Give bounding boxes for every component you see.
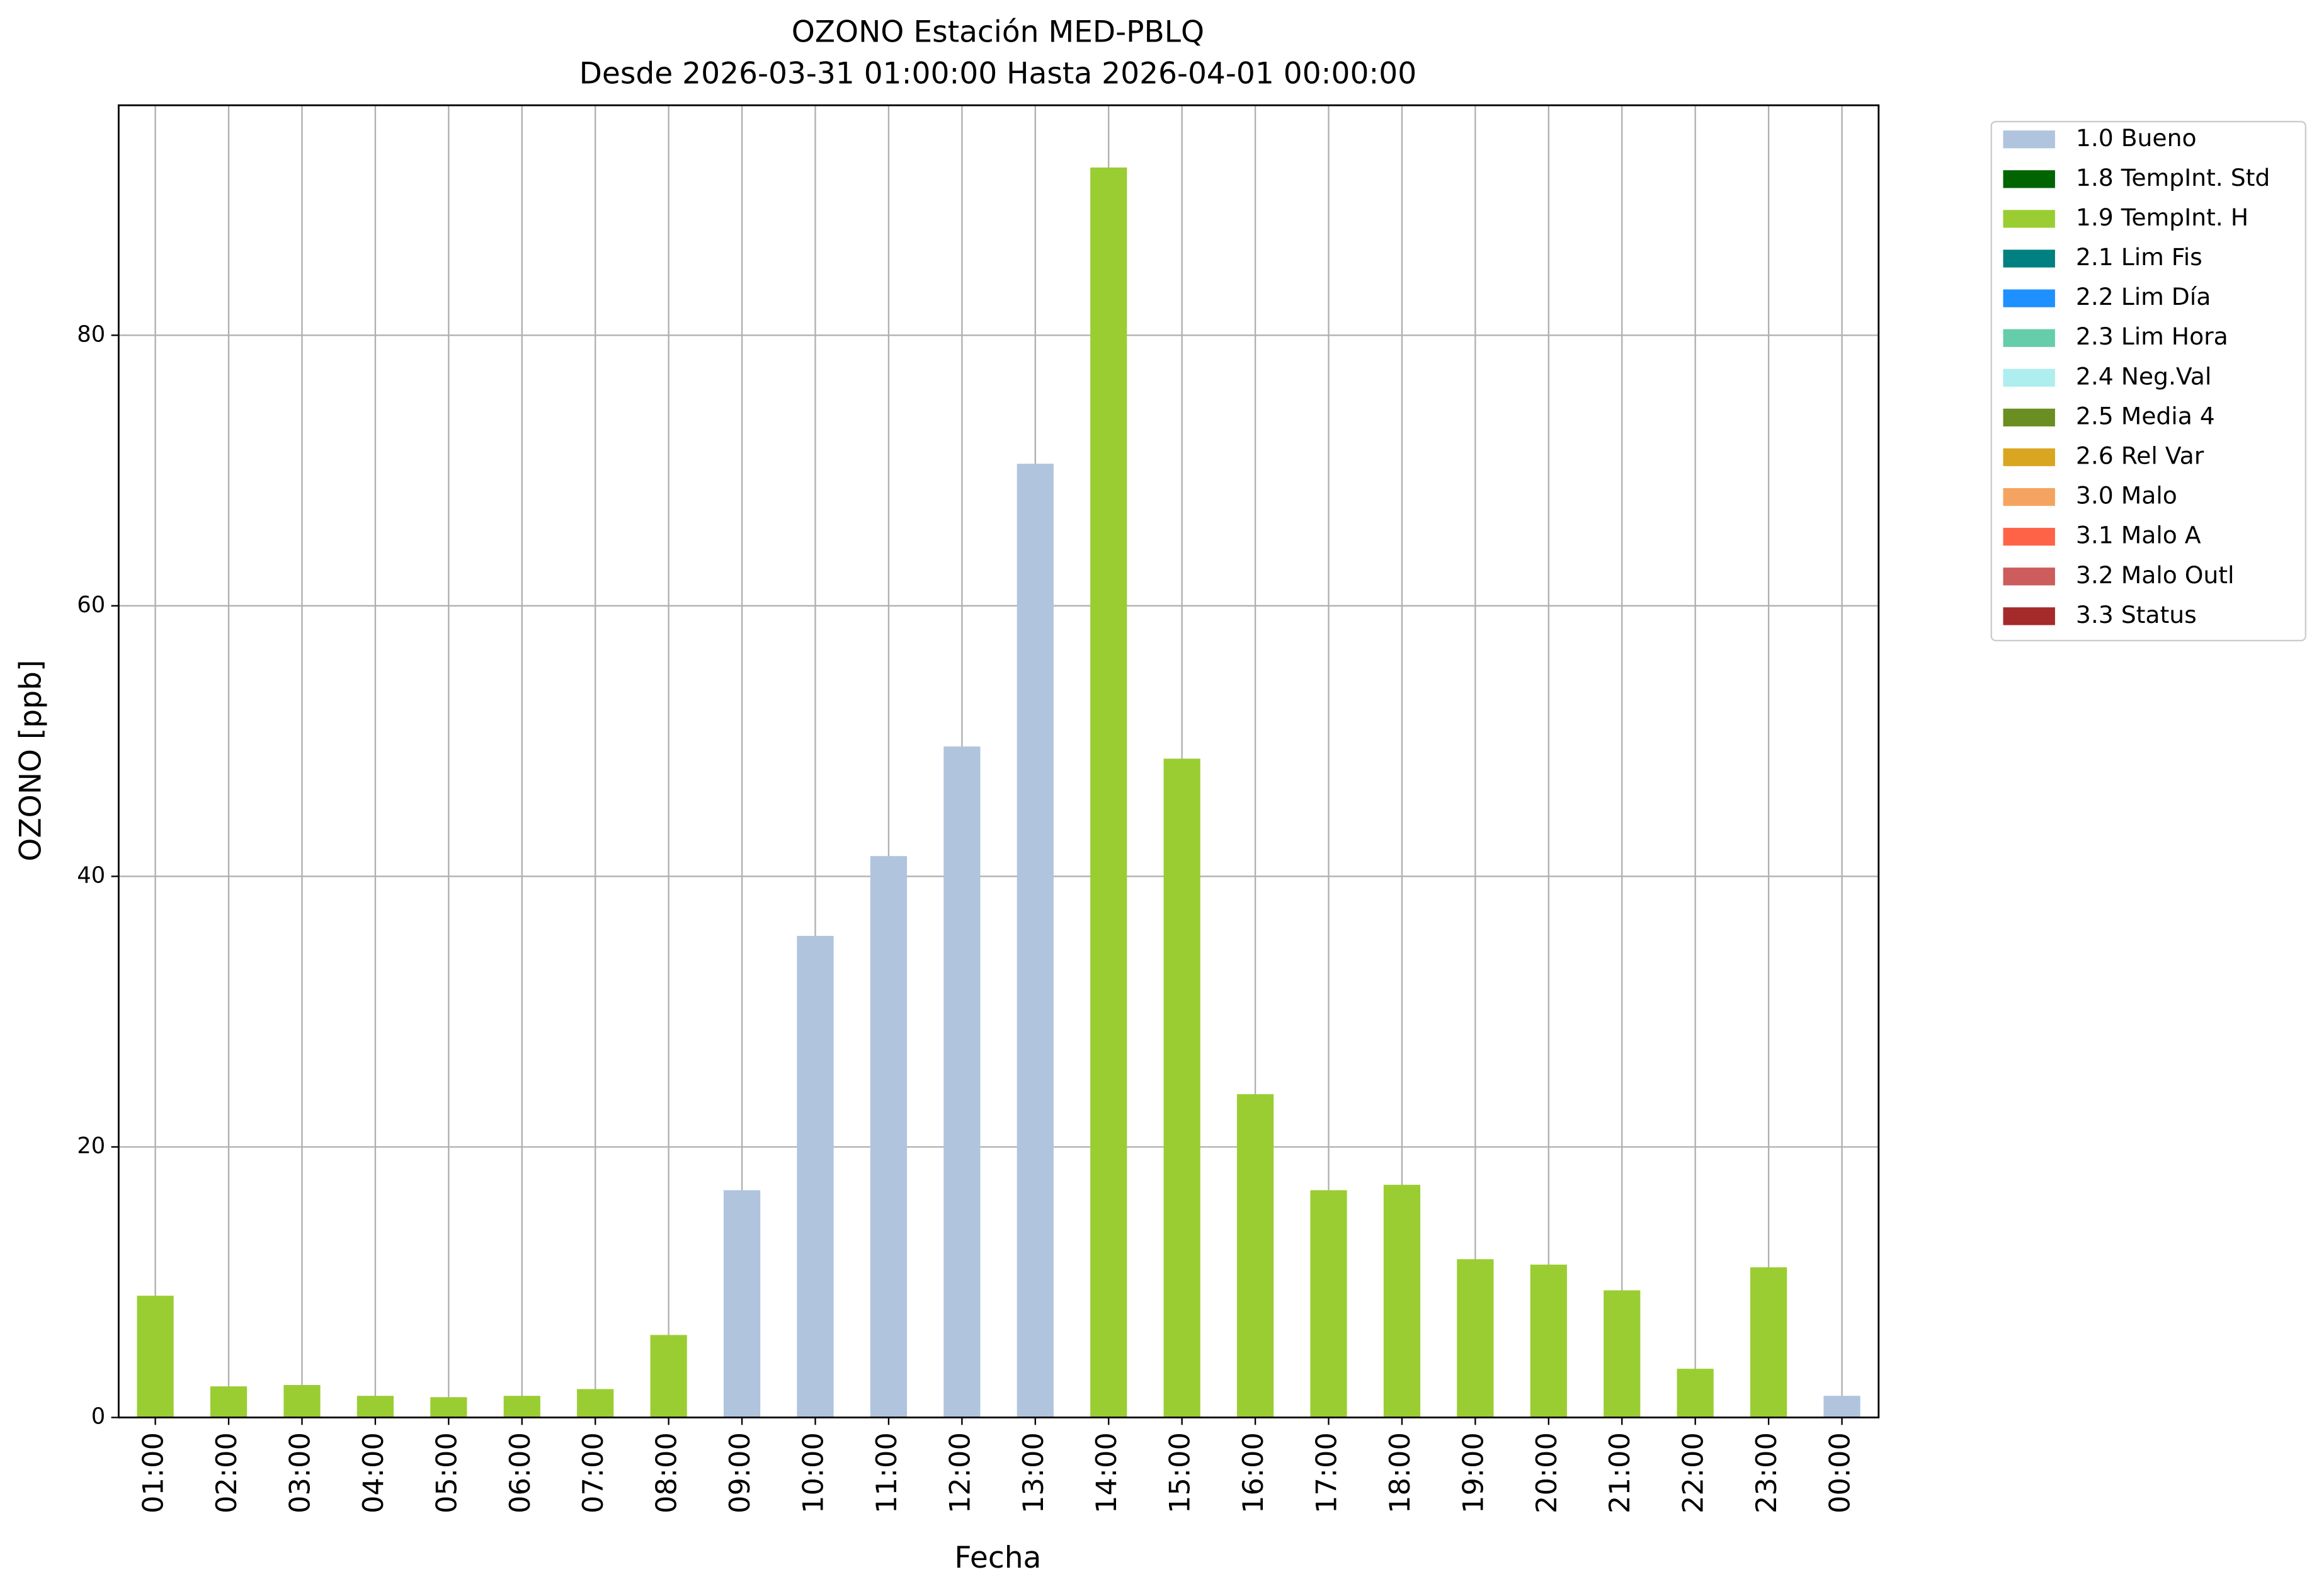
bar	[1750, 1267, 1787, 1418]
bar	[797, 935, 834, 1418]
x-tick-label: 16:00	[1236, 1432, 1270, 1513]
bar	[1530, 1264, 1567, 1418]
bar	[723, 1190, 761, 1418]
x-tick-label: 17:00	[1310, 1432, 1343, 1513]
legend-label: 1.9 TempInt. H	[2076, 203, 2248, 231]
x-tick-label: 06:00	[503, 1432, 537, 1513]
legend-swatch	[2003, 567, 2055, 586]
bar	[356, 1396, 394, 1418]
bar	[943, 746, 981, 1418]
legend: 1.0 Bueno 1.8 TempInt. Std 1.9 TempInt. H 2…	[1990, 120, 2306, 642]
bar	[1823, 1396, 1860, 1418]
legend-swatch	[2003, 448, 2055, 467]
bar	[1236, 1094, 1274, 1418]
x-tick-label: 09:00	[723, 1432, 756, 1513]
bar	[430, 1397, 467, 1418]
bar	[650, 1335, 687, 1418]
x-tick-label: 15:00	[1163, 1432, 1197, 1513]
legend-label: 1.8 TempInt. Std	[2076, 164, 2270, 191]
legend-label: 2.3 Lim Hora	[2076, 322, 2228, 350]
x-tick-label: 19:00	[1456, 1432, 1490, 1513]
y-axis-label: OZONO [ppb]	[13, 660, 48, 862]
bar	[870, 856, 908, 1418]
y-tick-label: 60	[77, 592, 105, 618]
bars	[137, 167, 1860, 1418]
legend-swatch	[2003, 210, 2055, 228]
x-tick-label: 14:00	[1090, 1432, 1123, 1513]
y-tick-label: 20	[77, 1133, 105, 1159]
y-tick-label: 40	[77, 862, 105, 888]
legend-label: 2.6 Rel Var	[2076, 442, 2204, 470]
legend-swatch	[2003, 130, 2055, 149]
legend-label: 3.2 Malo Outl	[2076, 561, 2235, 589]
bar	[1310, 1190, 1347, 1418]
x-tick-label: 01:00	[137, 1432, 170, 1513]
legend-label: 1.0 Bueno	[2076, 124, 2197, 152]
x-axis-label: Fecha	[954, 1541, 1041, 1575]
chart-title: OZONO Estación MED-PBLQ	[792, 15, 1204, 50]
bar	[577, 1389, 614, 1418]
legend-label: 2.1 Lim Fis	[2076, 243, 2202, 271]
x-tick-label: 00:00	[1823, 1432, 1857, 1513]
legend-swatch	[2003, 528, 2055, 546]
legend-label: 2.4 Neg.Val	[2076, 362, 2211, 390]
chart-subtitle: Desde 2026-03-31 01:00:00 Hasta 2026-04-…	[579, 57, 1417, 91]
legend-label: 3.0 Malo	[2076, 482, 2177, 510]
x-tick-label: 22:00	[1677, 1432, 1710, 1513]
legend-box	[1990, 120, 2306, 642]
x-tick-label: 12:00	[943, 1432, 976, 1513]
x-tick-label: 20:00	[1530, 1432, 1563, 1513]
x-tick-label: 23:00	[1750, 1432, 1783, 1513]
bar	[137, 1296, 174, 1418]
bar	[1604, 1290, 1641, 1418]
x-tick-label: 18:00	[1383, 1432, 1416, 1513]
legend-swatch	[2003, 170, 2055, 188]
bar	[503, 1396, 540, 1418]
legend-label: 3.1 Malo A	[2076, 522, 2201, 549]
bar	[1383, 1185, 1421, 1418]
bar	[1017, 464, 1054, 1418]
legend-swatch	[2003, 289, 2055, 307]
bar	[1163, 758, 1200, 1418]
plot-frame	[117, 104, 1880, 1418]
bar	[1090, 167, 1127, 1418]
bar	[1457, 1259, 1494, 1418]
x-tick-label: 08:00	[650, 1432, 683, 1513]
x-tick-label: 21:00	[1603, 1432, 1636, 1513]
legend-swatch	[2003, 408, 2055, 427]
legend-swatch	[2003, 329, 2055, 347]
legend-label: 2.5 Media 4	[2076, 402, 2215, 430]
y-tick-label: 0	[91, 1404, 105, 1430]
x-tick-label: 11:00	[870, 1432, 903, 1513]
x-tick-label: 07:00	[576, 1432, 610, 1513]
x-tick-label: 04:00	[356, 1432, 390, 1513]
legend-swatch	[2003, 368, 2055, 387]
bar	[210, 1386, 248, 1418]
legend-swatch	[2003, 487, 2055, 506]
x-tick-label: 05:00	[430, 1432, 463, 1513]
x-tick-label: 13:00	[1017, 1432, 1050, 1513]
legend-swatch	[2003, 249, 2055, 268]
legend-label: 3.3 Status	[2076, 601, 2197, 629]
bar	[1677, 1369, 1714, 1418]
x-tick-label: 10:00	[796, 1432, 829, 1513]
legend-label: 2.2 Lim Día	[2076, 283, 2211, 311]
y-tick-label: 80	[77, 321, 105, 347]
legend-swatch	[2003, 607, 2055, 625]
x-tick-label: 03:00	[283, 1432, 316, 1513]
x-tick-label: 02:00	[210, 1432, 243, 1513]
bar	[283, 1385, 321, 1418]
